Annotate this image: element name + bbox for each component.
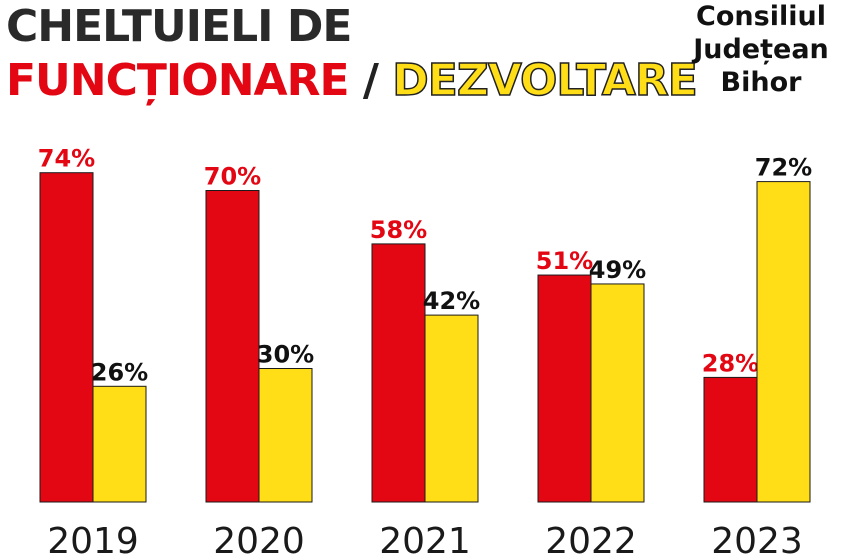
data-label-dezvoltare-2020: 30% — [257, 341, 314, 369]
chart-title-line2: FUNCȚIONARE / DEZVOLTARE — [6, 55, 699, 107]
x-tick-label-2023: 2023 — [711, 521, 803, 560]
bar-dezvoltare-2022 — [590, 283, 645, 503]
data-label-functionare-2020: 70% — [204, 163, 261, 191]
bar-dezvoltare-2023 — [756, 181, 811, 503]
data-label-dezvoltare-2021: 42% — [423, 287, 480, 315]
bar-functionare-2023 — [703, 376, 758, 503]
bar-dezvoltare-2020 — [258, 368, 313, 503]
x-tick-label-2022: 2022 — [545, 521, 637, 560]
data-label-functionare-2023: 28% — [702, 349, 759, 377]
data-label-dezvoltare-2023: 72% — [755, 154, 812, 182]
chart-title-line1: CHELTUIELI DE — [6, 1, 352, 52]
data-label-functionare-2021: 58% — [370, 216, 427, 244]
publisher-line-2: Județean — [693, 34, 829, 65]
legend-dezvoltare-title: DEZVOLTARE — [392, 55, 699, 107]
publisher-line-1: Consiliul — [696, 1, 826, 32]
data-label-functionare-2019: 74% — [38, 145, 95, 173]
publisher-logo-text: Consiliul Județean Bihor — [686, 0, 836, 99]
publisher-line-3: Bihor — [720, 67, 802, 98]
x-tick-label-2021: 2021 — [379, 521, 471, 560]
data-label-dezvoltare-2019: 26% — [91, 358, 148, 386]
legend-functionare-title: FUNCȚIONARE — [6, 55, 350, 106]
bar-functionare-2020 — [205, 190, 260, 503]
bar-functionare-2019 — [39, 172, 94, 503]
title-slash: / — [362, 55, 379, 106]
data-label-functionare-2022: 51% — [536, 247, 593, 275]
bar-functionare-2021 — [371, 243, 426, 503]
data-label-dezvoltare-2022: 49% — [589, 256, 646, 284]
x-tick-label-2020: 2020 — [213, 521, 305, 560]
bar-dezvoltare-2019 — [92, 385, 147, 503]
bar-dezvoltare-2021 — [424, 314, 479, 503]
x-tick-label-2019: 2019 — [47, 521, 139, 560]
bar-functionare-2022 — [537, 274, 592, 503]
